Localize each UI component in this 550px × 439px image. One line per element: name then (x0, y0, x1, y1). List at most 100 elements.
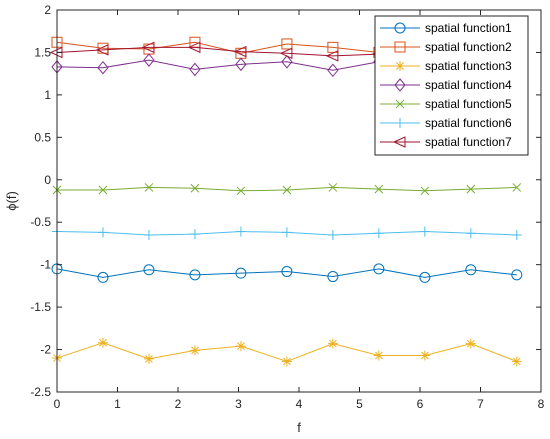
series-6-point (189, 229, 200, 240)
series-3-point (189, 345, 200, 356)
x-tick-label: 8 (538, 397, 545, 411)
legend-item-7: spatial function7 (380, 135, 512, 149)
x-tick-label: 6 (417, 397, 424, 411)
series-6-point (511, 229, 522, 240)
series-6-point (143, 229, 154, 240)
series-2-point (281, 38, 293, 50)
series-4-point (189, 62, 201, 77)
series-4-point (97, 60, 109, 75)
series-3-point (511, 356, 522, 367)
series-5-point (98, 185, 108, 195)
series-5-point (466, 184, 476, 194)
y-tick-label: -1 (40, 258, 51, 272)
series-1-point (419, 271, 431, 283)
series-1-point (189, 269, 201, 281)
legend-label: spatial function1 (425, 21, 512, 35)
legend-label: spatial function2 (425, 40, 512, 54)
series-7-point (141, 41, 155, 54)
y-tick-label: -2 (40, 343, 51, 357)
series-7-point (95, 44, 109, 56)
legend-marker (395, 118, 405, 128)
legend-item-2: spatial function2 (380, 40, 512, 54)
series-1-point (511, 269, 523, 281)
x-tick-label: 3 (235, 397, 242, 411)
y-axis-label: ϕ(f) (4, 191, 19, 211)
series-6-point (235, 226, 246, 237)
series-7-point (187, 41, 201, 54)
series-1-point (143, 264, 155, 276)
series-6-point (373, 228, 384, 239)
y-tick-label: 0.5 (34, 130, 51, 144)
legend-item-1: spatial function1 (380, 21, 512, 35)
series-6-point (419, 226, 430, 237)
series-4-point (143, 53, 155, 67)
series-1-point (235, 267, 247, 279)
series-3-point (97, 337, 108, 348)
series-1-line (56, 268, 517, 278)
x-tick-label: 0 (54, 397, 61, 411)
y-tick-label: 1.5 (34, 45, 51, 59)
series-7-point (325, 50, 339, 62)
series-6-point (327, 229, 338, 240)
legend: spatial function1 spatial function2 spatia… (374, 15, 529, 156)
series-5-point (144, 183, 154, 192)
y-tick-label: 1 (44, 88, 51, 102)
legend-marker (394, 78, 406, 92)
series-5-point (282, 185, 292, 195)
series-3-point (327, 338, 338, 349)
x-tick-label: 5 (356, 397, 363, 411)
x-tick-label: 4 (296, 397, 303, 411)
legend-label: spatial function4 (425, 78, 512, 92)
series-1-point (465, 264, 477, 276)
series-7-point (233, 45, 247, 58)
series-3-point (143, 353, 154, 364)
legend-label: spatial function3 (425, 59, 512, 73)
legend-marker (392, 136, 406, 148)
y-tick-label: -2.5 (30, 385, 51, 399)
series-1-point (327, 271, 339, 283)
y-tick-label: 0 (44, 173, 51, 187)
series-5 (52, 183, 522, 196)
series-3-point (235, 341, 246, 352)
series-2-point (327, 41, 339, 53)
series-1-point (97, 271, 109, 283)
series-1-point (281, 265, 293, 277)
legend-label: spatial function6 (425, 116, 512, 130)
legend-marker (394, 22, 406, 34)
y-tick-label: 2 (44, 3, 51, 17)
legend-marker (395, 99, 405, 109)
legend-item-3: spatial function3 (380, 59, 512, 73)
series-4-point (281, 55, 293, 69)
series-4-point (327, 63, 339, 78)
x-tick-label: 2 (175, 397, 182, 411)
y-tick-label: -0.5 (30, 215, 51, 229)
x-tick-label: 7 (477, 397, 484, 411)
x-axis-label: f (297, 420, 301, 435)
series-3-point (419, 350, 430, 361)
legend-label: spatial function7 (425, 135, 512, 149)
series-5-point (190, 183, 200, 193)
series-3-point (281, 356, 292, 367)
series-5-point (236, 186, 246, 196)
series-6-point (281, 227, 292, 238)
series-3-point (373, 350, 384, 361)
legend-marker (394, 41, 406, 53)
series-5-point (420, 186, 430, 196)
legend-item-6: spatial function6 (380, 116, 512, 130)
series-5-point (512, 183, 522, 192)
series-7-point (279, 47, 293, 60)
legend-marker (395, 61, 405, 71)
series-5-point (328, 183, 338, 192)
legend-item-5: spatial function5 (380, 97, 512, 111)
series-5-point (374, 184, 384, 194)
y-tick-label: -1.5 (30, 300, 51, 314)
series-4-point (235, 57, 247, 72)
axes-layer: 0 1 2 3 4 5 6 7 8 2 1.5 1 0.5 0 -0.5 -1 -1.5 -2 -2.5 (30, 3, 544, 411)
legend-item-4: spatial function4 (380, 78, 512, 92)
series-6-point (97, 227, 108, 238)
series-1-point (373, 263, 385, 275)
legend-label: spatial function5 (425, 97, 512, 111)
series-3-point (465, 338, 476, 349)
series-3 (52, 337, 522, 367)
